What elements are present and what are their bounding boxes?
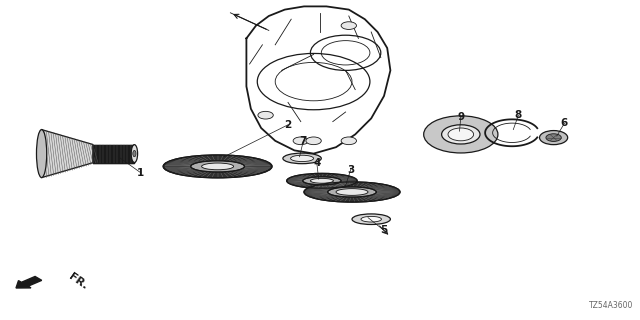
Ellipse shape (310, 178, 333, 183)
Ellipse shape (328, 187, 376, 197)
Ellipse shape (133, 150, 136, 157)
Text: 9: 9 (457, 112, 465, 122)
Polygon shape (93, 145, 134, 163)
Ellipse shape (131, 145, 138, 163)
Ellipse shape (163, 155, 272, 178)
Text: 5: 5 (380, 225, 388, 236)
Text: 7: 7 (300, 136, 307, 146)
Circle shape (258, 111, 273, 119)
Ellipse shape (283, 153, 321, 164)
Circle shape (306, 137, 321, 145)
Text: 2: 2 (284, 120, 292, 130)
Ellipse shape (191, 161, 244, 172)
Text: 3: 3 (347, 164, 355, 175)
Circle shape (540, 131, 568, 145)
Ellipse shape (36, 130, 47, 178)
Text: TZ54A3600: TZ54A3600 (589, 301, 634, 310)
Circle shape (448, 128, 474, 141)
Text: FR.: FR. (67, 271, 90, 291)
Circle shape (341, 137, 356, 145)
Text: 8: 8 (515, 110, 522, 120)
Ellipse shape (287, 173, 357, 188)
Circle shape (442, 125, 480, 144)
Text: 6: 6 (561, 118, 568, 128)
Ellipse shape (361, 216, 381, 222)
Ellipse shape (352, 214, 390, 225)
Ellipse shape (291, 155, 314, 162)
Circle shape (424, 116, 498, 153)
Ellipse shape (304, 182, 400, 202)
Circle shape (341, 22, 356, 29)
Circle shape (546, 134, 561, 141)
FancyArrow shape (16, 276, 42, 288)
Polygon shape (42, 130, 93, 178)
Text: 4: 4 (313, 158, 321, 168)
Text: 1: 1 (137, 168, 145, 178)
Ellipse shape (336, 188, 368, 195)
Circle shape (293, 137, 308, 145)
Ellipse shape (202, 163, 234, 170)
Ellipse shape (303, 177, 341, 185)
